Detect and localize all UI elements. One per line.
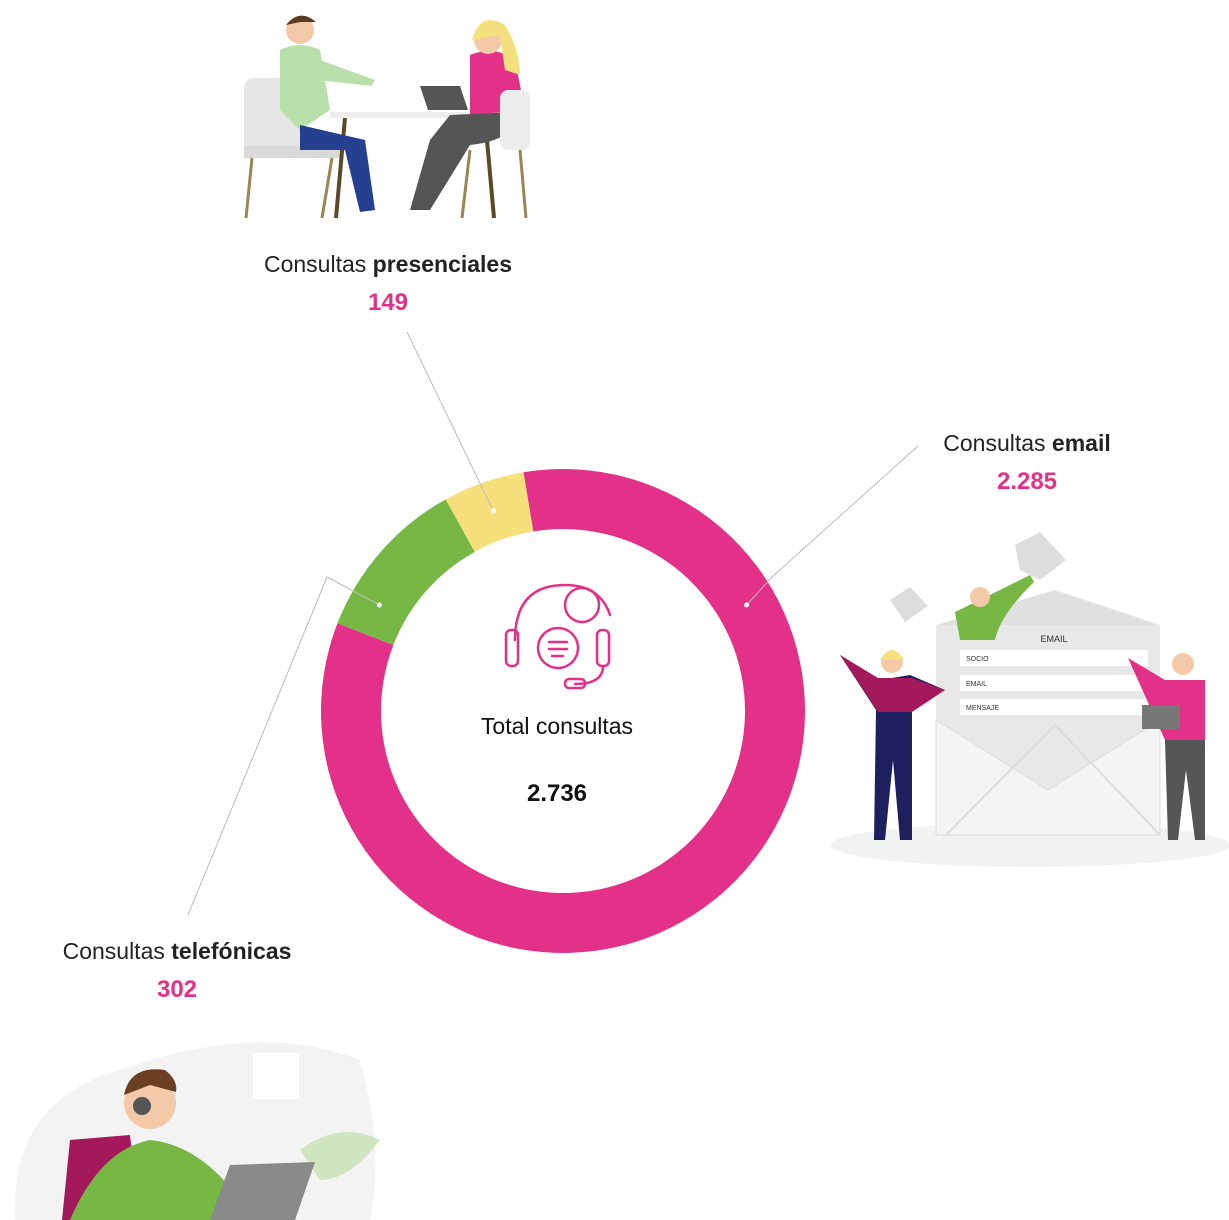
donut-segment <box>337 499 475 646</box>
meeting-illustration <box>244 15 530 219</box>
leader-line <box>746 445 919 606</box>
value-label: 2.285 <box>996 468 1058 495</box>
leader-dot <box>376 602 382 608</box>
donut-segment <box>445 472 534 552</box>
email-illustration: EMAIL SOCIO EMAIL MENSAJE <box>830 532 1229 867</box>
leader-line <box>406 331 494 512</box>
email-form-field: MENSAJE <box>966 705 999 712</box>
center-label: Total consultas <box>480 713 634 739</box>
leader-line <box>187 576 380 916</box>
email-form-field: SOCIO <box>966 656 989 663</box>
category-label: Consultas email <box>943 430 1111 456</box>
leader-dot <box>490 508 496 514</box>
email-form-title: EMAIL <box>1040 634 1067 644</box>
category-label: Consultas presenciales <box>263 251 513 277</box>
leader-dot <box>744 602 750 608</box>
total-label: 2.736 <box>526 780 588 807</box>
value-label: 149 <box>367 289 409 316</box>
phone-illustration <box>14 1042 380 1220</box>
value-label: 302 <box>156 976 198 1003</box>
headset-icon <box>504 583 612 690</box>
email-form-field: EMAIL <box>966 681 987 688</box>
category-label: Consultas telefónicas <box>62 938 292 964</box>
